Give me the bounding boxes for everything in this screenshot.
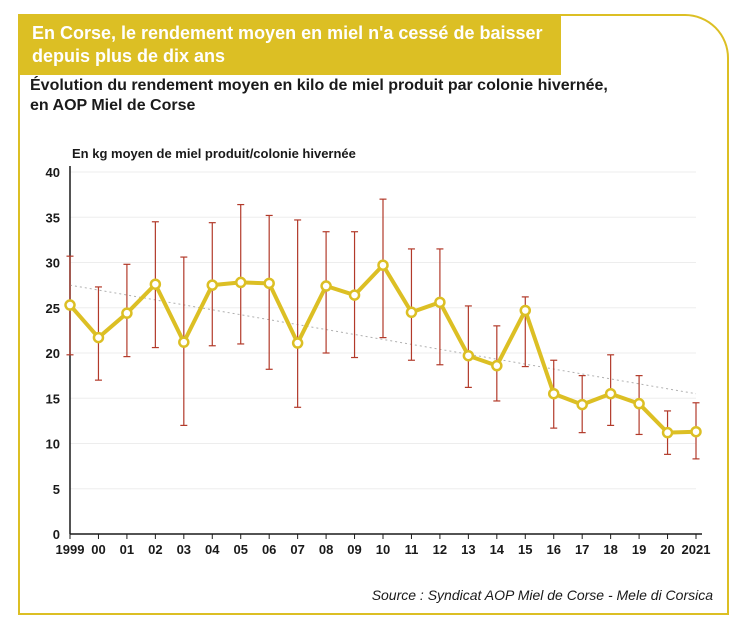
x-tick-label: 12 <box>433 542 447 557</box>
x-tick-label: 13 <box>461 542 475 557</box>
data-marker <box>66 301 75 310</box>
x-tick-label: 15 <box>518 542 532 557</box>
data-marker <box>606 389 615 398</box>
x-tick-label: 14 <box>490 542 505 557</box>
data-marker <box>692 427 701 436</box>
x-tick-label: 19 <box>632 542 646 557</box>
data-marker <box>350 291 359 300</box>
figure-root: En Corse, le rendement moyen en miel n'a… <box>0 0 747 629</box>
x-tick-label: 08 <box>319 542 333 557</box>
x-tick-label: 04 <box>205 542 220 557</box>
data-marker <box>407 308 416 317</box>
x-tick-label: 03 <box>177 542 191 557</box>
x-tick-label: 01 <box>120 542 134 557</box>
data-marker <box>435 298 444 307</box>
chart-svg: 0510152025303540199900010203040506070809… <box>0 0 747 629</box>
data-marker <box>578 400 587 409</box>
chart-area: 0510152025303540199900010203040506070809… <box>0 0 747 629</box>
x-tick-label: 06 <box>262 542 276 557</box>
data-marker <box>663 428 672 437</box>
data-marker <box>635 399 644 408</box>
y-tick-label: 5 <box>53 482 60 497</box>
x-tick-label: 20 <box>660 542 674 557</box>
data-marker <box>464 351 473 360</box>
data-marker <box>208 281 217 290</box>
x-tick-label: 10 <box>376 542 390 557</box>
source-text: Source : Syndicat AOP Miel de Corse - Me… <box>372 587 713 603</box>
y-tick-label: 40 <box>46 165 60 180</box>
y-tick-label: 10 <box>46 437 60 452</box>
y-tick-label: 20 <box>46 346 60 361</box>
data-marker <box>236 278 245 287</box>
data-marker <box>179 338 188 347</box>
x-tick-label: 1999 <box>56 542 85 557</box>
x-tick-label: 2021 <box>682 542 711 557</box>
data-marker <box>265 279 274 288</box>
data-marker <box>151 280 160 289</box>
data-marker <box>521 306 530 315</box>
y-tick-label: 30 <box>46 256 60 271</box>
y-tick-label: 0 <box>53 527 60 542</box>
data-marker <box>293 339 302 348</box>
x-tick-label: 00 <box>91 542 105 557</box>
data-marker <box>122 309 131 318</box>
x-tick-label: 18 <box>603 542 617 557</box>
x-tick-label: 09 <box>347 542 361 557</box>
data-marker <box>549 389 558 398</box>
data-marker <box>94 333 103 342</box>
y-tick-label: 15 <box>46 391 60 406</box>
x-tick-label: 16 <box>546 542 560 557</box>
data-marker <box>492 361 501 370</box>
x-tick-label: 02 <box>148 542 162 557</box>
x-tick-label: 17 <box>575 542 589 557</box>
x-tick-label: 11 <box>405 542 419 557</box>
data-marker <box>322 282 331 291</box>
y-tick-label: 25 <box>46 301 60 316</box>
y-tick-label: 35 <box>46 210 60 225</box>
x-tick-label: 07 <box>290 542 304 557</box>
data-marker <box>379 261 388 270</box>
x-tick-label: 05 <box>233 542 247 557</box>
